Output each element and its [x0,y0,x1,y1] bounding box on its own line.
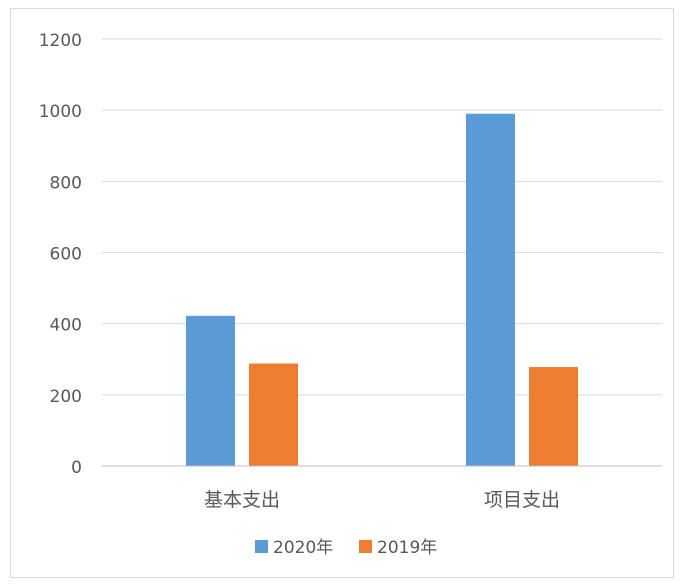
y-tick-label: 600 [50,245,82,265]
legend-label: 2019年 [377,538,437,558]
bars [186,113,578,466]
legend-swatch-2 [359,540,372,553]
y-tick-label: 1000 [39,102,82,122]
x-category-label: 项目支出 [484,489,560,511]
legend: 2020年 2019年 [255,538,437,558]
legend-label: 2020年 [273,538,333,558]
chart-frame [10,8,674,578]
x-category-label: 基本支出 [204,489,280,511]
y-tick-label: 200 [50,387,82,407]
y-tick-label: 1200 [39,31,82,51]
legend-swatch-1 [255,540,268,553]
y-tick-label: 400 [50,316,82,336]
y-tick-label: 0 [71,458,82,478]
bar-2-series-1 [466,113,515,466]
bar-2-series-2 [529,367,578,466]
y-tick-label: 800 [50,173,82,193]
y-axis-tick-labels: 0 200 400 600 800 1000 1200 [39,31,82,478]
bar-1-series-2 [249,363,298,466]
x-axis-category-labels: 基本支出 项目支出 [204,489,560,511]
bar-1-series-1 [186,315,235,466]
